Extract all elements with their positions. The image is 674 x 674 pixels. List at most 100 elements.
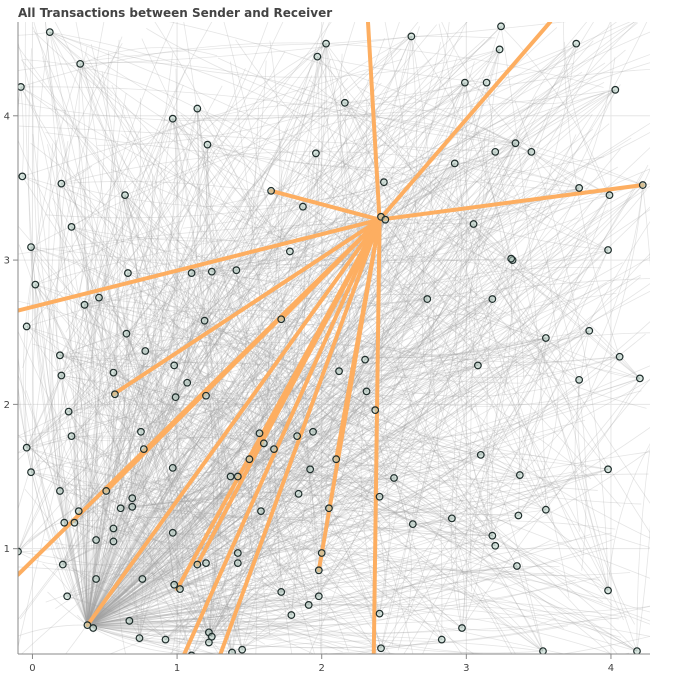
account-node[interactable] [60, 518, 69, 527]
account-node[interactable] [488, 531, 497, 540]
account-node[interactable] [488, 295, 497, 303]
account-node[interactable] [92, 536, 100, 544]
account-node[interactable] [233, 472, 242, 481]
account-node[interactable] [270, 445, 278, 454]
account-node[interactable] [238, 645, 247, 654]
account-node[interactable] [137, 427, 145, 436]
account-node[interactable] [245, 455, 254, 464]
account-node[interactable] [423, 295, 432, 303]
account-node[interactable] [171, 393, 180, 402]
account-node[interactable] [139, 445, 148, 454]
account-node[interactable] [56, 351, 64, 360]
account-node[interactable] [233, 549, 242, 557]
account-node[interactable] [317, 549, 326, 557]
account-node[interactable] [67, 432, 76, 441]
account-node[interactable] [67, 222, 76, 231]
account-node[interactable] [27, 243, 35, 251]
account-node[interactable] [285, 247, 294, 256]
account-node[interactable] [575, 375, 584, 384]
account-node[interactable] [116, 504, 125, 513]
account-node[interactable] [513, 562, 521, 570]
account-node[interactable] [80, 300, 89, 309]
account-node[interactable] [203, 140, 212, 149]
account-node[interactable] [168, 114, 177, 123]
account-node[interactable] [18, 172, 27, 181]
account-node[interactable] [633, 647, 641, 655]
account-node[interactable] [332, 455, 341, 464]
account-node[interactable] [469, 220, 478, 228]
account-node[interactable] [18, 83, 25, 91]
account-node[interactable] [277, 315, 286, 324]
account-node[interactable] [511, 139, 520, 148]
account-node[interactable] [604, 465, 612, 474]
account-node[interactable] [56, 487, 64, 495]
account-node[interactable] [585, 326, 594, 335]
account-node[interactable] [491, 147, 500, 156]
account-node[interactable] [205, 638, 213, 647]
account-node[interactable] [381, 215, 390, 224]
account-node[interactable] [362, 387, 371, 396]
account-node[interactable] [304, 601, 313, 609]
account-node[interactable] [121, 191, 129, 200]
account-node[interactable] [482, 78, 491, 87]
account-node[interactable] [128, 502, 137, 511]
account-node[interactable] [605, 191, 614, 200]
account-node[interactable] [361, 355, 369, 364]
account-node[interactable] [314, 592, 323, 601]
account-node[interactable] [22, 443, 31, 452]
account-node[interactable] [45, 28, 54, 37]
account-node[interactable] [390, 474, 398, 482]
account-node[interactable] [314, 566, 323, 575]
account-node[interactable] [138, 575, 147, 583]
account-node[interactable] [377, 644, 385, 653]
account-node[interactable] [58, 560, 67, 569]
account-node[interactable] [168, 528, 177, 537]
account-node[interactable] [604, 586, 612, 595]
account-node[interactable] [379, 178, 388, 187]
account-node[interactable] [375, 492, 384, 501]
account-node[interactable] [22, 322, 31, 331]
account-node[interactable] [541, 505, 550, 514]
account-node[interactable] [325, 504, 333, 513]
account-node[interactable] [168, 463, 177, 472]
account-node[interactable] [95, 293, 103, 302]
account-node[interactable] [128, 494, 137, 503]
account-node[interactable] [313, 52, 322, 61]
account-node[interactable] [335, 367, 343, 376]
account-node[interactable] [170, 361, 179, 370]
account-node[interactable] [294, 489, 303, 498]
account-node[interactable] [615, 352, 624, 361]
account-node[interactable] [202, 559, 210, 567]
account-node[interactable] [15, 547, 22, 556]
account-node[interactable] [110, 390, 119, 399]
account-node[interactable] [193, 560, 202, 569]
account-node[interactable] [611, 85, 620, 94]
account-node[interactable] [102, 487, 111, 495]
account-node[interactable] [64, 407, 73, 416]
account-node[interactable] [183, 378, 192, 387]
account-node[interactable] [473, 361, 482, 370]
account-node[interactable] [122, 329, 131, 338]
account-node[interactable] [109, 537, 118, 546]
account-node[interactable] [76, 59, 85, 68]
account-node[interactable] [31, 280, 40, 289]
account-node[interactable] [527, 147, 536, 156]
account-node[interactable] [407, 32, 416, 41]
account-node[interactable] [575, 184, 584, 192]
account-node[interactable] [207, 267, 216, 276]
account-node[interactable] [514, 511, 523, 520]
account-node[interactable] [491, 541, 500, 550]
account-node[interactable] [515, 471, 524, 479]
account-node[interactable] [170, 580, 179, 589]
account-node[interactable] [124, 269, 132, 277]
account-node[interactable] [495, 45, 504, 54]
account-node[interactable] [293, 432, 302, 441]
account-node[interactable] [635, 374, 644, 383]
account-node[interactable] [437, 635, 446, 644]
account-node[interactable] [306, 465, 315, 474]
account-node[interactable] [141, 347, 150, 355]
account-node[interactable] [259, 439, 268, 448]
account-node[interactable] [604, 246, 612, 254]
account-node[interactable] [176, 585, 184, 593]
account-node[interactable] [135, 634, 144, 643]
